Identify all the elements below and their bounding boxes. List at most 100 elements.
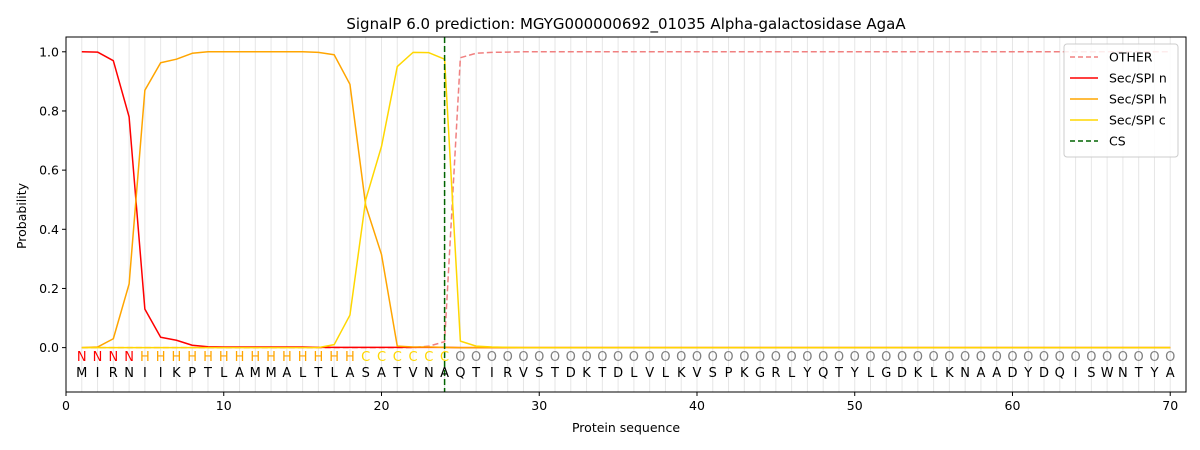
region-label: O xyxy=(660,350,670,365)
region-label: O xyxy=(503,350,513,365)
region-label: H xyxy=(172,350,182,365)
y-tick-label: 0.8 xyxy=(39,103,59,118)
region-label: O xyxy=(1070,350,1080,365)
region-label: O xyxy=(471,350,481,365)
amino-acid-letter: M xyxy=(265,366,276,381)
amino-acid-letter: V xyxy=(519,366,528,381)
amino-acid-letter: R xyxy=(503,366,512,381)
legend-label: Sec/SPI n xyxy=(1109,71,1167,86)
x-tick-label: 40 xyxy=(689,398,705,413)
legend: OTHER Sec/SPI n Sec/SPI h Sec/SPI c CS xyxy=(1063,43,1179,158)
y-tick-label: 0.2 xyxy=(39,281,59,296)
amino-acid-letter: N xyxy=(1118,366,1128,381)
region-label: C xyxy=(409,350,418,365)
region-label: H xyxy=(203,350,213,365)
amino-acid-letter: I xyxy=(159,366,163,381)
amino-acid-letter: T xyxy=(834,366,843,381)
region-label: O xyxy=(1118,350,1128,365)
region-label: H xyxy=(266,350,276,365)
region-label: O xyxy=(676,350,686,365)
region-label: O xyxy=(850,350,860,365)
amino-acid-letter: L xyxy=(867,366,875,381)
amino-acid-letter: A xyxy=(377,366,386,381)
amino-acid-letter: P xyxy=(725,366,733,381)
region-label: O xyxy=(629,350,639,365)
amino-acid-letter: T xyxy=(597,366,606,381)
x-tick-label: 50 xyxy=(847,398,863,413)
amino-acid-letter: V xyxy=(409,366,418,381)
region-label: O xyxy=(613,350,623,365)
legend-label: OTHER xyxy=(1109,50,1153,65)
chart-title: SignalP 6.0 prediction: MGYG000000692_01… xyxy=(346,15,906,34)
region-label: O xyxy=(865,350,875,365)
legend-box xyxy=(1063,43,1179,158)
amino-acid-letter: P xyxy=(188,366,196,381)
amino-acid-letter: S xyxy=(709,366,717,381)
amino-acid-letter: S xyxy=(535,366,543,381)
amino-acid-letter: K xyxy=(740,366,749,381)
region-label: O xyxy=(518,350,528,365)
amino-acid-letter: I xyxy=(490,366,494,381)
amino-acid-letter: T xyxy=(471,366,480,381)
amino-acid-letter: L xyxy=(331,366,339,381)
amino-acid-letter: G xyxy=(881,366,891,381)
region-label: O xyxy=(976,350,986,365)
amino-acid-letter: Q xyxy=(1055,366,1065,381)
amino-acid-letter: K xyxy=(582,366,591,381)
y-tick-label: 0.6 xyxy=(39,163,59,178)
amino-acid-letter: Q xyxy=(818,366,828,381)
region-label: O xyxy=(566,350,576,365)
amino-acid-letter: A xyxy=(992,366,1001,381)
series-line-other xyxy=(81,51,1171,349)
amino-acid-letter: A xyxy=(282,366,291,381)
region-label: O xyxy=(771,350,781,365)
region-label: O xyxy=(550,350,560,365)
amino-acid-letter: N xyxy=(960,366,970,381)
region-label: O xyxy=(487,350,497,365)
amino-acid-letter: D xyxy=(1007,366,1017,381)
region-label: H xyxy=(282,350,292,365)
series-line-sec-spi-n xyxy=(81,51,1171,349)
region-label: O xyxy=(992,350,1002,365)
amino-acid-letter: L xyxy=(630,366,638,381)
region-label: C xyxy=(440,350,449,365)
region-label: O xyxy=(534,350,544,365)
amino-acid-letter: Y xyxy=(850,366,859,381)
region-label: O xyxy=(818,350,828,365)
amino-acid-letter: L xyxy=(662,366,670,381)
x-tick-label: 30 xyxy=(531,398,547,413)
x-axis-label: Protein sequence xyxy=(572,420,680,435)
legend-label: CS xyxy=(1109,134,1126,149)
region-label: O xyxy=(897,350,907,365)
region-label: O xyxy=(1134,350,1144,365)
amino-acid-letter: D xyxy=(613,366,623,381)
amino-acid-letter: T xyxy=(392,366,401,381)
amino-acid-letter: I xyxy=(96,366,100,381)
amino-acid-letter: V xyxy=(645,366,654,381)
region-label: O xyxy=(834,350,844,365)
region-label: O xyxy=(739,350,749,365)
region-label: O xyxy=(928,350,938,365)
region-label: H xyxy=(250,350,260,365)
amino-acid-letter: M xyxy=(250,366,261,381)
region-label: H xyxy=(314,350,324,365)
x-tick-label: 10 xyxy=(216,398,232,413)
amino-acid-letter: S xyxy=(1087,366,1095,381)
region-label: N xyxy=(108,350,118,365)
region-label: O xyxy=(597,350,607,365)
amino-acid-letter: Q xyxy=(455,366,465,381)
amino-acid-letter: A xyxy=(345,366,354,381)
region-label: H xyxy=(329,350,339,365)
region-label: O xyxy=(1055,350,1065,365)
region-label: O xyxy=(881,350,891,365)
region-label: H xyxy=(345,350,355,365)
region-label: N xyxy=(77,350,87,365)
plot-frame xyxy=(65,36,1187,393)
amino-acid-letter: T xyxy=(203,366,212,381)
region-label: O xyxy=(1039,350,1049,365)
region-label: O xyxy=(960,350,970,365)
amino-acid-letter: K xyxy=(945,366,954,381)
amino-acid-letter: Y xyxy=(802,366,811,381)
